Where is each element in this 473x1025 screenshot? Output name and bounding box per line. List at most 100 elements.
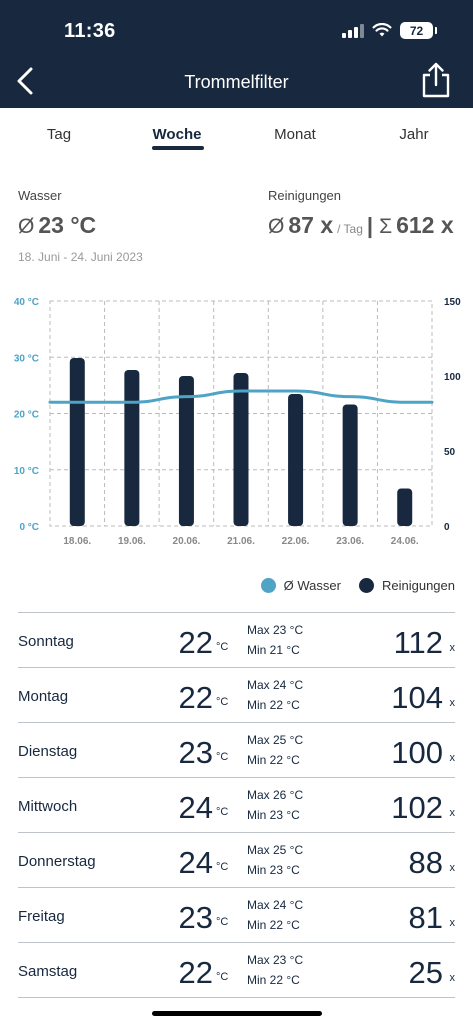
y-left-tick-label: 0 °C bbox=[19, 522, 39, 533]
x-tick-label: 21.06. bbox=[227, 536, 255, 547]
count-unit: x bbox=[449, 972, 456, 984]
per-day-label: / Tag bbox=[337, 222, 363, 236]
average-temperature: 24 bbox=[178, 845, 213, 880]
battery-icon: 72 bbox=[400, 22, 437, 39]
table-row: Donnerstag 24 °C Max 25 °C Min 23 °C 88 x bbox=[18, 833, 455, 888]
table-row: Mittwoch 24 °C Max 26 °C Min 23 °C 102 x bbox=[18, 778, 455, 833]
temperature-unit: °C bbox=[216, 641, 229, 653]
min-temperature: Min 21 °C bbox=[247, 643, 300, 657]
temperature-unit: °C bbox=[216, 806, 229, 818]
temperature-unit: °C bbox=[216, 861, 229, 873]
chart-legend: Ø Wasser Reinigungen bbox=[260, 578, 455, 593]
share-icon bbox=[422, 62, 450, 98]
app-header: 11:36 72 Trommelfilter bbox=[0, 0, 473, 108]
count-unit: x bbox=[449, 807, 456, 819]
average-temperature: 23 bbox=[178, 900, 213, 935]
tab-jahr[interactable]: Jahr bbox=[399, 126, 429, 143]
legend-dot-wasser bbox=[260, 578, 276, 593]
bar-reinigungen bbox=[178, 376, 194, 526]
x-tick-label: 18.06. bbox=[63, 536, 91, 547]
x-tick-label: 23.06. bbox=[336, 536, 364, 547]
day-name: Montag bbox=[18, 688, 69, 705]
min-temperature: Min 22 °C bbox=[247, 753, 300, 767]
share-button[interactable] bbox=[421, 61, 451, 99]
legend-item-reinigungen: Reinigungen bbox=[358, 578, 455, 593]
count-unit: x bbox=[449, 752, 456, 764]
temperature-unit: °C bbox=[216, 971, 229, 983]
chevron-left-icon bbox=[17, 67, 33, 95]
average-symbol: Ø bbox=[268, 215, 285, 238]
table-row: Freitag 23 °C Max 24 °C Min 22 °C 81 x bbox=[18, 888, 455, 943]
tab-tag[interactable]: Tag bbox=[46, 126, 72, 143]
y-right-tick-label: 150 bbox=[444, 297, 461, 308]
water-average-value: 23 °C bbox=[38, 212, 97, 238]
back-button[interactable] bbox=[10, 62, 40, 100]
average-temperature: 24 bbox=[178, 790, 213, 825]
day-name: Donnerstag bbox=[18, 853, 96, 870]
cleaning-sum-value: 612 x bbox=[396, 212, 454, 238]
day-name: Freitag bbox=[18, 908, 65, 925]
tab-woche[interactable]: Woche bbox=[152, 126, 202, 143]
legend-item-wasser: Ø Wasser bbox=[260, 578, 341, 593]
bar-reinigungen bbox=[342, 404, 358, 526]
y-right-tick-label: 50 bbox=[444, 447, 456, 458]
count-unit: x bbox=[449, 642, 456, 654]
tab-monat[interactable]: Monat bbox=[274, 126, 316, 143]
count-unit: x bbox=[449, 697, 456, 709]
line-wasser bbox=[48, 389, 434, 404]
legend-dot-reinigungen bbox=[358, 578, 374, 593]
y-left-tick-label: 30 °C bbox=[14, 353, 39, 364]
y-right-tick-label: 0 bbox=[444, 522, 450, 533]
day-name: Mittwoch bbox=[18, 798, 78, 815]
temperature-unit: °C bbox=[216, 751, 229, 763]
legend-label-reinigungen: Reinigungen bbox=[381, 578, 455, 593]
cleaning-count: 25 bbox=[408, 955, 443, 990]
table-row: Dienstag 23 °C Max 25 °C Min 22 °C 100 x bbox=[18, 723, 455, 778]
count-unit: x bbox=[449, 862, 456, 874]
max-temperature: Max 25 °C bbox=[247, 843, 304, 857]
bar-reinigungen bbox=[69, 358, 85, 526]
cleaning-average-value: 87 x bbox=[288, 212, 334, 238]
bar-reinigungen bbox=[124, 370, 140, 526]
weekly-chart: 0 °C 10 °C 20 °C 30 °C 40 °C 0 50 100 150 18.06. 1… bbox=[14, 297, 461, 547]
water-average: Ø 23 °C bbox=[18, 212, 96, 239]
y-left-tick-label: 20 °C bbox=[14, 410, 39, 421]
cleaning-label: Reinigungen bbox=[268, 188, 342, 203]
average-temperature: 22 bbox=[178, 625, 213, 660]
average-symbol: Ø bbox=[18, 215, 35, 238]
average-temperature: 22 bbox=[178, 955, 213, 990]
min-temperature: Min 22 °C bbox=[247, 973, 300, 987]
max-temperature: Max 23 °C bbox=[247, 623, 304, 637]
water-label: Wasser bbox=[18, 188, 62, 203]
x-tick-label: 20.06. bbox=[173, 536, 201, 547]
table-row: Samstag 22 °C Max 23 °C Min 22 °C 25 x bbox=[18, 943, 455, 998]
min-temperature: Min 22 °C bbox=[247, 698, 300, 712]
sum-symbol: Σ bbox=[379, 215, 393, 238]
min-temperature: Min 23 °C bbox=[247, 863, 300, 877]
y-right-tick-label: 100 bbox=[444, 372, 461, 383]
cleaning-count: 104 bbox=[391, 680, 443, 715]
x-tick-label: 22.06. bbox=[282, 536, 310, 547]
day-name: Samstag bbox=[18, 963, 78, 980]
status-icons: 72 bbox=[342, 22, 437, 39]
min-temperature: Min 22 °C bbox=[247, 918, 300, 932]
cellular-signal-icon bbox=[342, 23, 364, 38]
legend-label-wasser: Ø Wasser bbox=[283, 578, 341, 593]
cleaning-count: 81 bbox=[408, 900, 443, 935]
cleaning-count: 102 bbox=[391, 790, 443, 825]
status-time: 11:36 bbox=[64, 20, 116, 42]
count-unit: x bbox=[449, 917, 456, 929]
day-name: Sonntag bbox=[18, 633, 74, 650]
cleaning-count: 100 bbox=[391, 735, 443, 770]
cleaning-count: 112 bbox=[393, 625, 443, 660]
y-left-tick-label: 40 °C bbox=[14, 297, 39, 308]
max-temperature: Max 24 °C bbox=[247, 898, 304, 912]
max-temperature: Max 26 °C bbox=[247, 788, 304, 802]
page-title: Trommelfilter bbox=[184, 72, 289, 92]
bar-reinigungen bbox=[397, 488, 413, 526]
home-indicator bbox=[152, 1011, 322, 1016]
temperature-unit: °C bbox=[216, 696, 229, 708]
cleaning-count: 88 bbox=[408, 845, 443, 880]
average-temperature: 23 bbox=[178, 735, 213, 770]
bar-reinigungen bbox=[233, 373, 249, 526]
